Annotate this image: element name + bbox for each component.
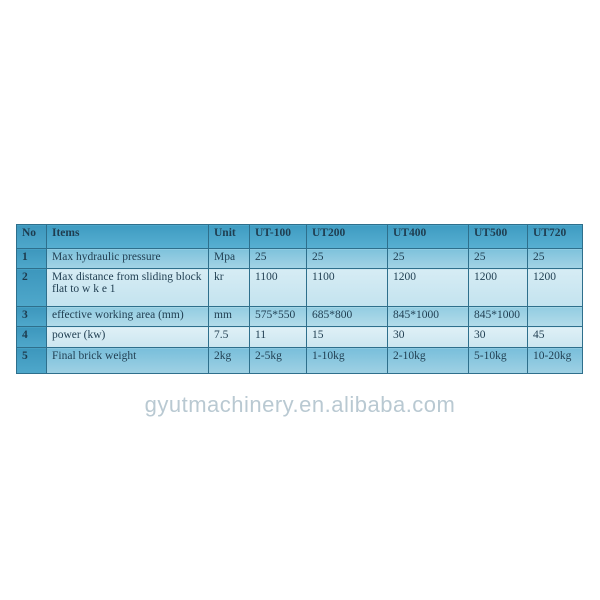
cell-ut500: 845*1000 — [468, 306, 528, 327]
header-ut200: UT200 — [306, 224, 388, 249]
cell-item: Max distance from sliding block flat to … — [46, 268, 209, 307]
cell-ut720: 10-20kg — [527, 347, 583, 374]
cell-ut-100: 2-5kg — [249, 347, 307, 374]
cell-ut-100: 575*550 — [249, 306, 307, 327]
table-row: 5 Final brick weight 2kg 2-5kg 1-10kg 2-10kg 5… — [16, 347, 583, 374]
cell-ut400: 845*1000 — [387, 306, 469, 327]
cell-unit: 7.5 — [208, 326, 250, 348]
header-row: No Items Unit UT-100 UT200 UT400 UT500 UT720 — [16, 224, 583, 249]
table-row: 1 Max hydraulic pressure Mpa 25 25 25 25 25 — [16, 248, 583, 269]
cell-ut200: 685*800 — [306, 306, 388, 327]
cell-ut400: 25 — [387, 248, 469, 269]
cell-ut400: 30 — [387, 326, 469, 348]
table-row: 4 power (kw) 7.5 11 15 30 30 45 — [16, 326, 583, 348]
header-no: No — [16, 224, 47, 249]
table-row: 3 effective working area (mm) mm 575*550 685… — [16, 306, 583, 327]
cell-no: 4 — [16, 326, 47, 348]
cell-unit: mm — [208, 306, 250, 327]
cell-ut-100: 25 — [249, 248, 307, 269]
cell-ut-100: 1100 — [249, 268, 307, 307]
cell-no: 3 — [16, 306, 47, 327]
cell-item: Final brick weight — [46, 347, 209, 374]
cell-ut720: 45 — [527, 326, 583, 348]
header-unit: Unit — [208, 224, 250, 249]
cell-no: 2 — [16, 268, 47, 307]
cell-unit: 2kg — [208, 347, 250, 374]
header-ut400: UT400 — [387, 224, 469, 249]
cell-no: 1 — [16, 248, 47, 269]
header-item: Items — [46, 224, 209, 249]
cell-ut720 — [527, 306, 583, 327]
header-ut-100: UT-100 — [249, 224, 307, 249]
cell-ut500: 1200 — [468, 268, 528, 307]
cell-ut400: 2-10kg — [387, 347, 469, 374]
spec-table-body: No Items Unit UT-100 UT200 UT400 UT500 UT720 1 Ma… — [16, 224, 583, 374]
cell-ut200: 1100 — [306, 268, 388, 307]
cell-ut500: 30 — [468, 326, 528, 348]
header-ut500: UT500 — [468, 224, 528, 249]
header-ut720: UT720 — [527, 224, 583, 249]
cell-ut-100: 11 — [249, 326, 307, 348]
table-row: 2 Max distance from sliding block flat to… — [16, 268, 583, 307]
cell-ut720: 1200 — [527, 268, 583, 307]
cell-ut400: 1200 — [387, 268, 469, 307]
cell-unit: Mpa — [208, 248, 250, 269]
spec-table: No Items Unit UT-100 UT200 UT400 UT500 UT720 1 Ma… — [16, 224, 583, 374]
watermark: gyutmachinery.en.alibaba.com — [144, 392, 456, 417]
cell-item: effective working area (mm) — [46, 306, 209, 327]
cell-ut200: 1-10kg — [306, 347, 388, 374]
cell-ut200: 15 — [306, 326, 388, 348]
cell-no: 5 — [16, 347, 47, 374]
cell-unit: kr — [208, 268, 250, 307]
cell-ut720: 25 — [527, 248, 583, 269]
cell-ut500: 25 — [468, 248, 528, 269]
cell-item: power (kw) — [46, 326, 209, 348]
cell-item: Max hydraulic pressure — [46, 248, 209, 269]
cell-ut500: 5-10kg — [468, 347, 528, 374]
cell-ut200: 25 — [306, 248, 388, 269]
